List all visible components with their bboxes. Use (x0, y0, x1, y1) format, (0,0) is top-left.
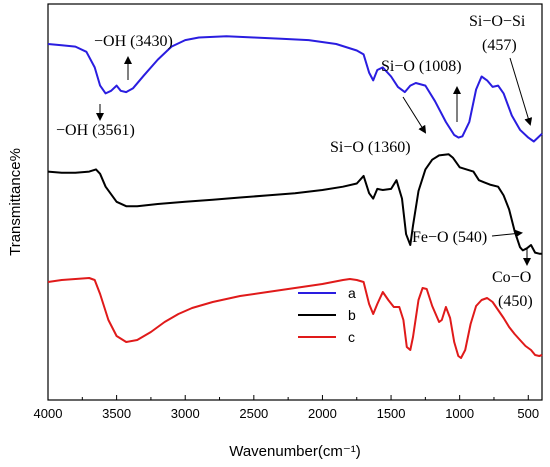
arrow-sio-1360 (402, 96, 427, 134)
annotation-sio-1008: Si−O (1008) (381, 58, 462, 75)
series-line-b (47, 153, 542, 255)
y-axis-title: Transmittance% (7, 148, 24, 256)
legend-label-b: b (348, 307, 356, 323)
annotations: −OH (3430) −OH (3561) Si−O (1008) Si−O−S… (56, 13, 533, 310)
annotation-oh-3561: −OH (3561) (56, 122, 135, 139)
x-tick-label: 1500 (377, 406, 406, 421)
legend-label-a: a (348, 285, 356, 301)
legend-label-c: c (348, 329, 355, 345)
x-tick-label: 2000 (308, 406, 337, 421)
annotation-coo: Co−O (492, 269, 531, 286)
x-tick-label: 1000 (445, 406, 474, 421)
x-axis-title: Wavenumber(cm⁻¹) (229, 443, 361, 460)
annotation-sio-1360: Si−O (1360) (330, 139, 411, 156)
x-tick-label: 500 (517, 406, 539, 421)
annotation-siosi-457: (457) (482, 37, 517, 54)
x-tick-label: 4000 (34, 406, 63, 421)
annotation-siosi: Si−O−Si (469, 13, 526, 30)
x-tick-label: 3500 (102, 406, 131, 421)
annotation-coo-450: (450) (498, 293, 533, 310)
series-line-a (47, 35, 543, 143)
x-axis-ticks: 4000 3500 3000 2500 2000 1500 1000 500 (34, 395, 539, 421)
plot-frame (47, 3, 543, 401)
x-tick-label: 2500 (239, 406, 268, 421)
annotation-feo-540: Fe−O (540) (412, 229, 487, 246)
annotation-oh-3430: −OH (3430) (94, 33, 173, 50)
series-group (47, 35, 543, 359)
series-line-c (47, 277, 543, 359)
arrow-feo-540 (491, 229, 523, 238)
arrow-siosi-457 (509, 57, 533, 126)
x-tick-label: 3000 (171, 406, 200, 421)
legend: abc (298, 285, 356, 345)
